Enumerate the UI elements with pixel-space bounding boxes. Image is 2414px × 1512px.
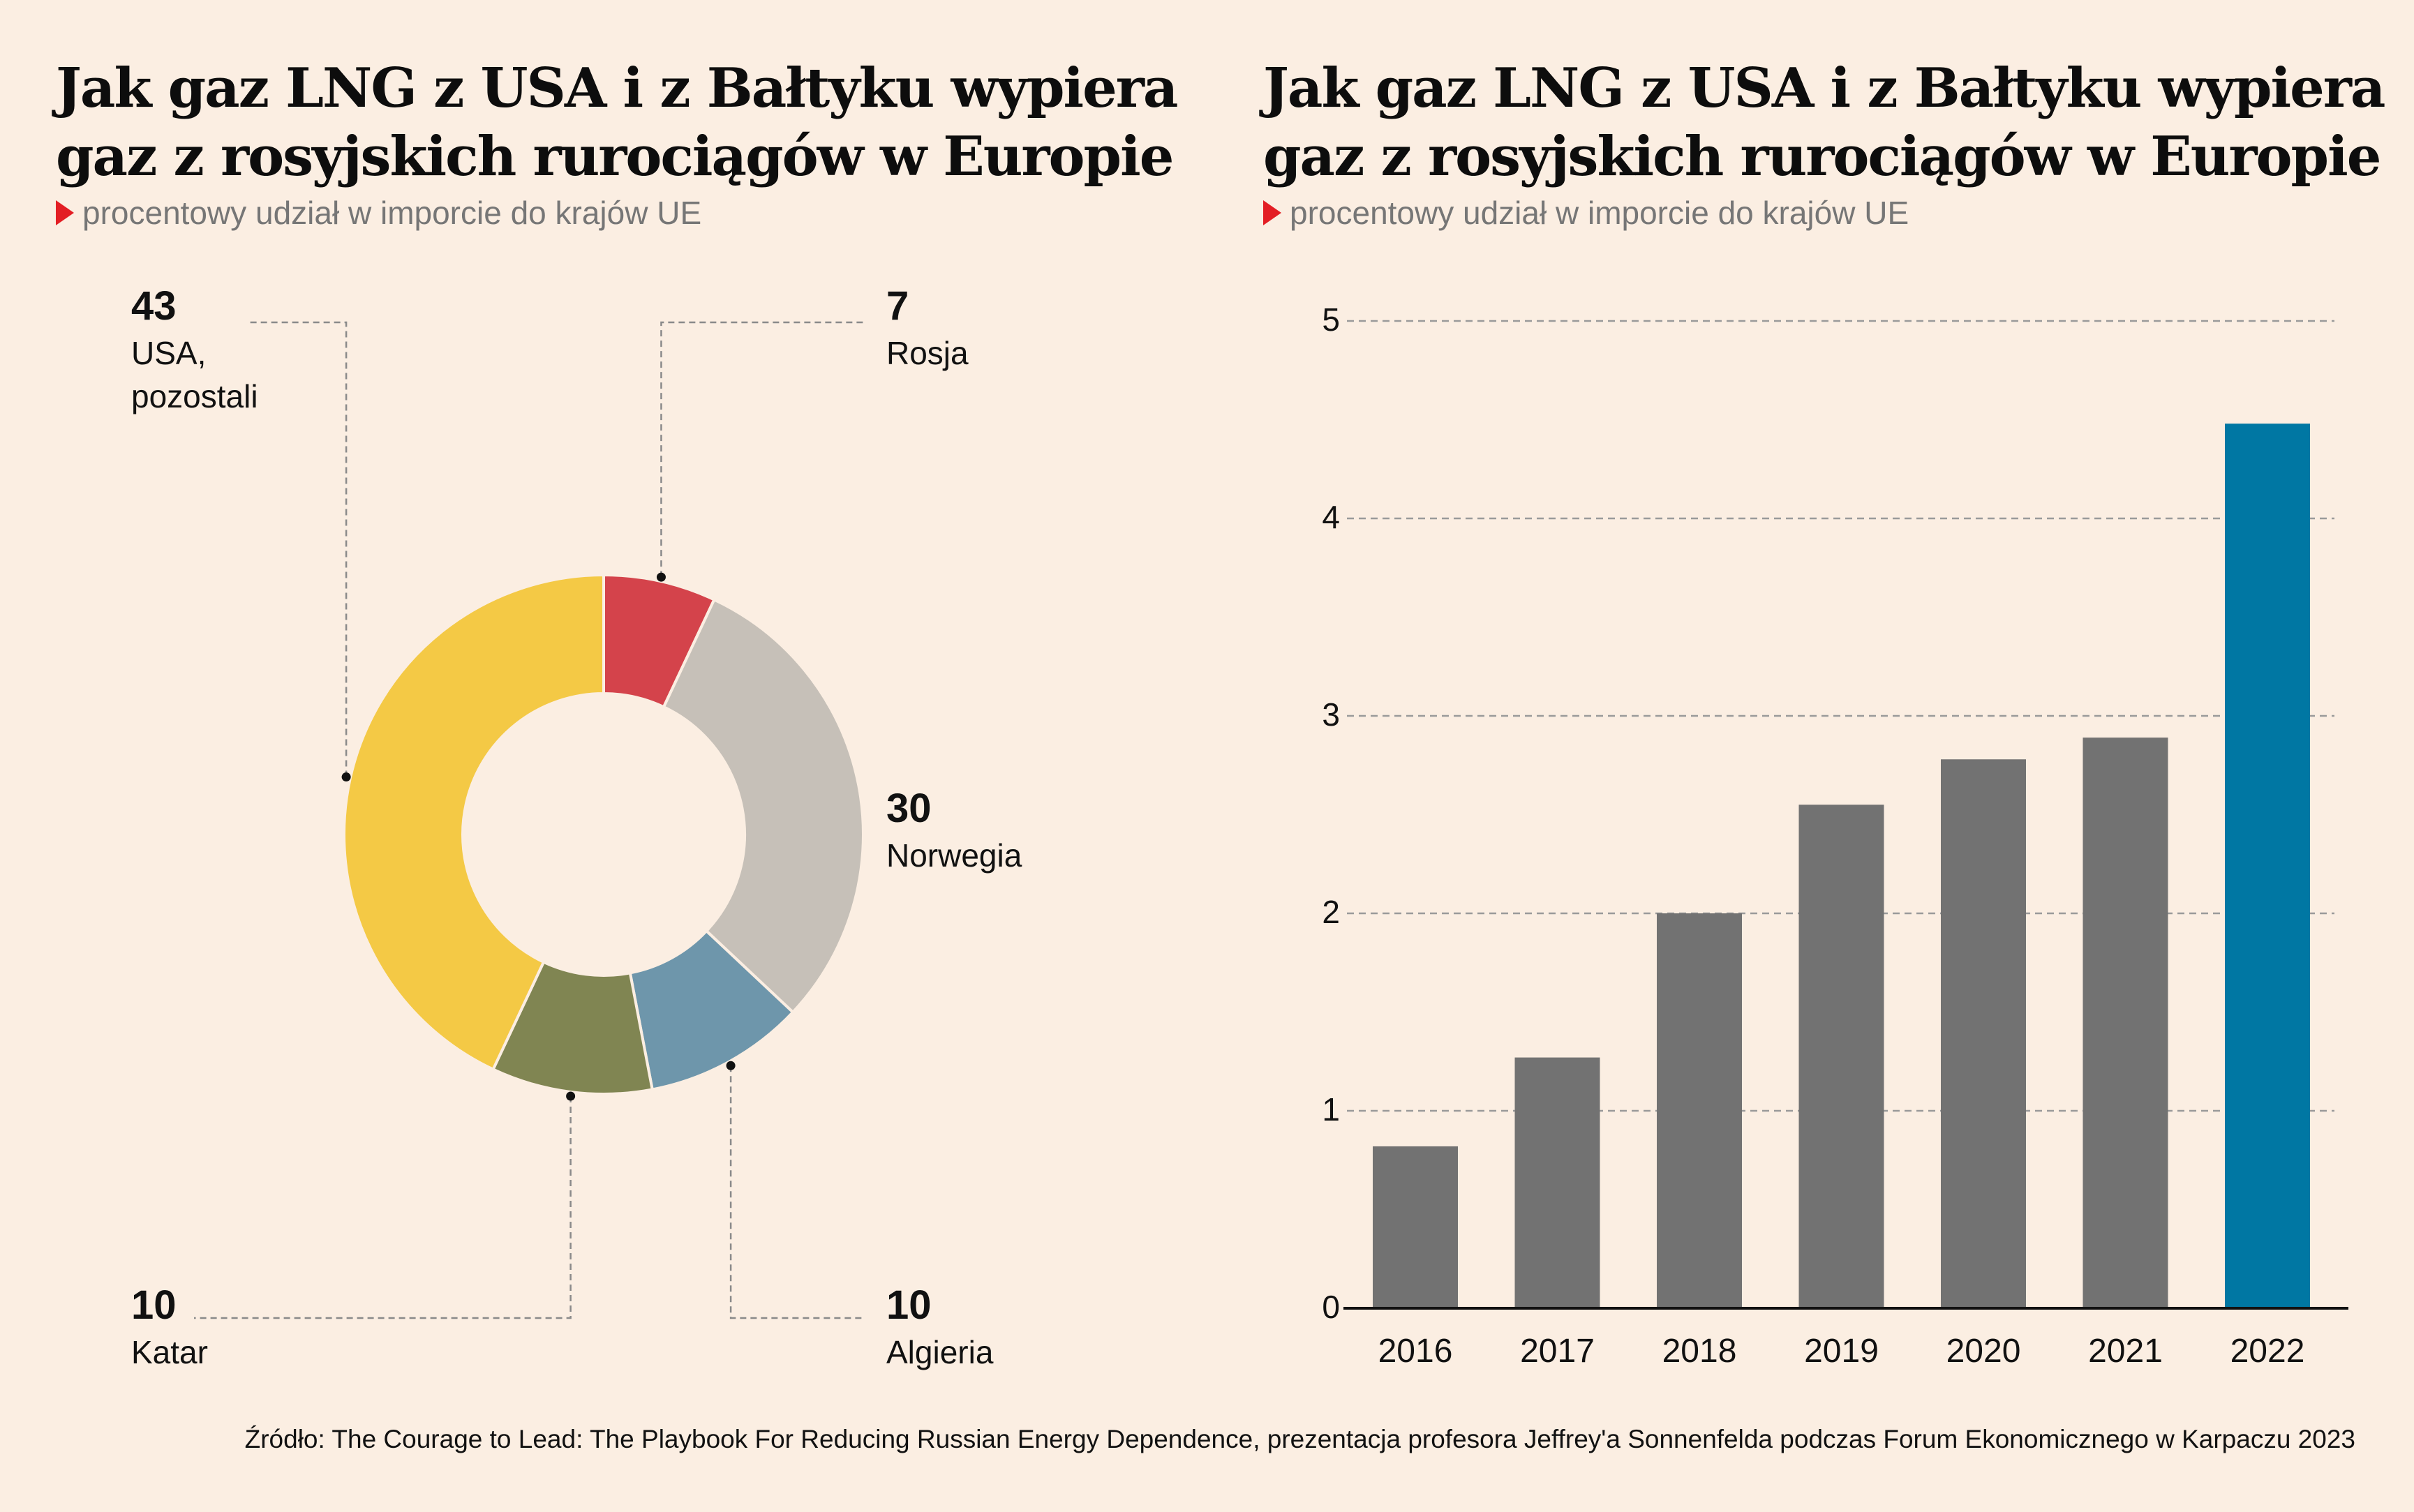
donut-chart-subtitle: procentowy udział w imporcie do krajów U… — [56, 193, 701, 232]
x-tick-label-2019: 2019 — [1804, 1333, 1879, 1370]
donut-slice-norwegia — [662, 597, 865, 1015]
donut-slice-usa-pozostali — [343, 573, 605, 1072]
bar-2018 — [1657, 913, 1742, 1308]
leader-line-rosja — [660, 321, 865, 578]
slice-label-norwegia: Norwegia — [886, 837, 1022, 874]
slice-label-katar: Katar — [131, 1334, 208, 1370]
bar-2017 — [1514, 1057, 1600, 1308]
y-tick-label-4: 4 — [1322, 499, 1340, 535]
bar-2022 — [2225, 424, 2310, 1309]
x-tick-label-2016: 2016 — [1378, 1333, 1453, 1370]
bar-2019 — [1798, 804, 1884, 1308]
leader-dot-algieria — [726, 1061, 736, 1070]
slice-value-algieria: 10 — [886, 1282, 932, 1328]
x-tick-label-2020: 2020 — [1946, 1333, 2021, 1370]
leader-dot-usa-pozostali — [341, 772, 351, 782]
slice-value-norwegia: 30 — [886, 786, 932, 831]
leader-dot-rosja — [656, 572, 666, 582]
bar-chart-subtitle: procentowy udział w imporcie do krajów U… — [1263, 193, 1909, 232]
y-tick-label-2: 2 — [1322, 894, 1340, 930]
x-tick-label-2022: 2022 — [2230, 1333, 2305, 1370]
bar-2020 — [1941, 759, 2026, 1308]
slice-label-algieria: Algieria — [886, 1334, 994, 1370]
slice-value-katar: 10 — [131, 1282, 177, 1328]
y-tick-label-0: 0 — [1322, 1289, 1340, 1325]
bar-panel: Jak gaz LNG z USA i z Bałtyku wypiera ga… — [1200, 0, 2414, 1382]
red-triangle-icon — [56, 200, 74, 225]
source-note: Źródło: The Courage to Lead: The Playboo… — [244, 1425, 2355, 1453]
leader-line-algieria — [729, 1065, 865, 1319]
leader-line-usa-pozostali — [250, 321, 348, 777]
donut-chart-title: Jak gaz LNG z USA i z Bałtyku wypiera ga… — [56, 57, 1178, 188]
bar-chart: 0 1 2 3 4 5 2016 2017 2018 2019 2020 2021 2022 — [1322, 301, 2348, 1370]
x-tick-label-2018: 2018 — [1662, 1333, 1737, 1370]
bar-2021 — [2083, 738, 2168, 1308]
leader-dot-katar — [566, 1091, 576, 1101]
slice-label-rosja: Rosja — [886, 335, 969, 371]
slice-value-rosja: 7 — [886, 283, 909, 329]
y-tick-label-1: 1 — [1322, 1091, 1340, 1128]
slice-label-usa-pozostali: pozostali — [131, 378, 258, 414]
bar-chart-title: Jak gaz LNG z USA i z Bałtyku wypiera ga… — [1263, 57, 2385, 188]
x-tick-label-2021: 2021 — [2088, 1333, 2163, 1370]
slice-value-usa-pozostali: 43 — [131, 283, 177, 329]
y-tick-label-5: 5 — [1322, 301, 1340, 338]
y-tick-label-3: 3 — [1322, 696, 1340, 733]
bar-2016 — [1373, 1146, 1458, 1308]
leader-line-katar — [194, 1096, 572, 1319]
slice-label-usa-pozostali: USA, — [131, 335, 206, 371]
x-tick-label-2017: 2017 — [1520, 1333, 1595, 1370]
donut-panel: Jak gaz LNG z USA i z Bałtyku wypiera ga… — [0, 0, 1200, 1382]
donut-chart: 7 Rosja 30 Norwegia 10 Algieria 10 Katar 43 USA, p… — [131, 283, 1022, 1370]
red-triangle-icon — [1263, 200, 1281, 225]
